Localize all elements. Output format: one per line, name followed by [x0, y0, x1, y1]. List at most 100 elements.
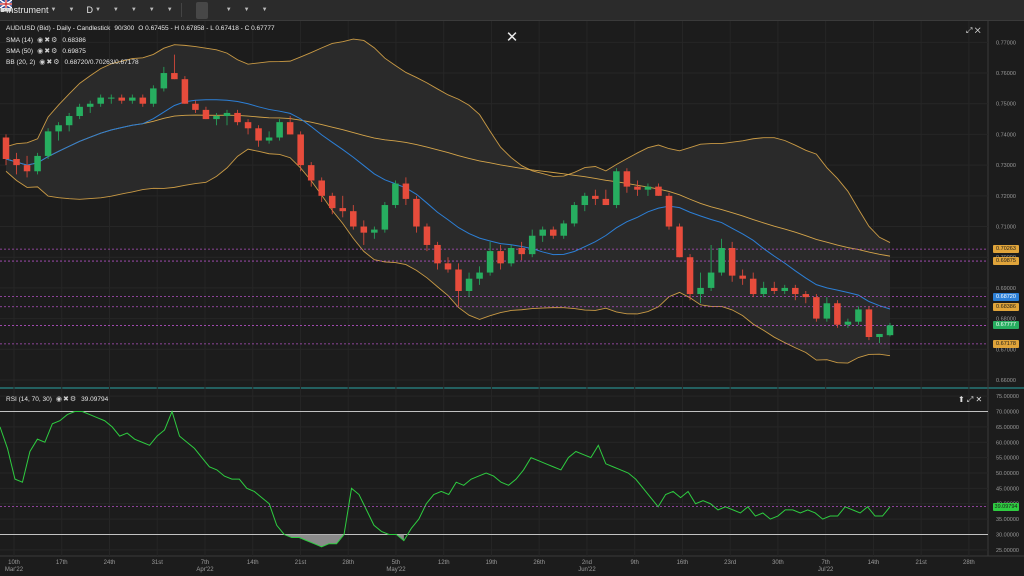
chevron-down-icon: ▼	[166, 7, 173, 13]
x-tick-label: 10th	[8, 560, 20, 566]
price-tag: 0.68720	[993, 292, 1019, 301]
bollinger-lower-line	[5, 148, 891, 364]
candle-body	[181, 79, 189, 104]
bars-count: 90/300	[114, 25, 135, 32]
share-button[interactable]: ▼	[1, 0, 238, 21]
candle-body	[813, 297, 820, 319]
instrument-label: Instrument	[6, 5, 49, 15]
candle-body	[686, 257, 694, 295]
candle-body	[676, 226, 683, 258]
candle-body	[518, 248, 525, 255]
rsi-tick-label: 55.00000	[996, 456, 1019, 462]
price-tick-label: 0.75000	[996, 102, 1016, 108]
rsi-line	[0, 410, 891, 548]
candle-body	[886, 325, 894, 336]
x-tick-label: 24th	[104, 560, 116, 566]
price-tick-label: 0.73000	[996, 163, 1016, 169]
delete-tool[interactable]: ▼	[1, 0, 179, 21]
price-tag: 0.67777	[993, 321, 1019, 330]
candle-body	[644, 186, 652, 190]
candle-body	[655, 186, 662, 196]
candle-body	[192, 103, 199, 110]
candle-body	[876, 333, 883, 338]
chevron-down-icon: ▼	[148, 7, 155, 13]
indicator-controls[interactable]: ◉✖⚙	[37, 48, 59, 55]
x-tick-label: 2nd	[582, 560, 592, 566]
indicator-value: 0.69875	[62, 47, 86, 55]
candle-body	[549, 229, 557, 236]
theme-button[interactable]: ▼	[1, 0, 256, 21]
indicator-tool[interactable]: ▼	[0, 0, 161, 21]
trend-line-tool[interactable]: ▼	[0, 0, 125, 21]
candle-body	[613, 171, 620, 206]
chevron-down-icon: ▼	[68, 7, 75, 13]
candle-body	[286, 122, 294, 135]
candle-body	[265, 137, 273, 141]
indicator-controls[interactable]: ◉✖⚙	[39, 59, 61, 66]
indicator-controls[interactable]: ◉✖⚙	[55, 396, 78, 403]
candle-body	[434, 244, 441, 264]
candle-body	[634, 186, 641, 190]
candle-body	[2, 137, 10, 159]
price-tick-label: 0.72000	[996, 194, 1016, 200]
candle-body	[76, 106, 83, 117]
price-tick-label: 0.71000	[996, 225, 1016, 231]
crosshair-button[interactable]	[1, 1, 208, 19]
rsi-current-tag: 39.09794	[993, 502, 1019, 511]
indicator-controls[interactable]: ◉✖⚙	[37, 37, 59, 44]
candle-body	[602, 198, 610, 206]
candle-body	[728, 248, 736, 276]
x-tick-label: 9th	[631, 560, 639, 566]
expand-icon[interactable]: ⤢ ✕	[966, 26, 981, 35]
price-tick-label: 0.67000	[996, 347, 1016, 353]
chevron-down-icon: ▼	[225, 7, 232, 13]
x-tick-sublabel: Apr'22	[196, 567, 214, 573]
candle-body	[802, 294, 810, 298]
price-tick-label: 0.68000	[996, 317, 1016, 323]
candle-body	[413, 198, 420, 227]
bar-chart-button[interactable]	[1, 0, 220, 21]
candle-body	[749, 278, 757, 295]
close-icon[interactable]: ✕	[505, 29, 519, 46]
candle-body	[107, 97, 115, 99]
indicator-legend-bb: BB (20, 2) ◉✖⚙ 0.68720/0.70263/0.67178	[6, 58, 139, 67]
x-tick-label: 23rd	[724, 560, 736, 566]
candle-body	[202, 109, 210, 120]
pencil-tool[interactable]: ▼	[0, 0, 143, 21]
main-legend-header: AUD/USD (Bid) - Daily - Candlestick 90/3…	[6, 25, 275, 32]
chevron-down-icon: ▼	[112, 7, 119, 13]
chevron-down-icon: ▼	[94, 7, 101, 13]
price-tag: 0.70263	[993, 245, 1019, 254]
panel-controls-icon[interactable]: ⬆ ⤢ ✕	[958, 395, 983, 404]
chart-type-selector[interactable]: ▼	[2, 0, 80, 21]
candle-body	[371, 229, 378, 233]
indicator-name: SMA (50)	[6, 47, 34, 55]
candle-body	[665, 195, 673, 227]
x-tick-label: 28th	[963, 560, 975, 566]
candle-body	[823, 303, 831, 319]
candle-body	[223, 112, 231, 117]
indicator-value: 0.68386	[62, 36, 86, 44]
instrument-title: AUD/USD (Bid) - Daily - Candlestick	[6, 25, 111, 32]
candle-body	[392, 183, 399, 206]
candle-body	[339, 208, 347, 212]
candle-body	[770, 287, 778, 291]
candle-body	[528, 235, 536, 255]
rsi-tick-label: 25.00000	[996, 548, 1019, 554]
x-tick-label: 31st	[152, 560, 164, 566]
x-tick-label: 21st	[915, 560, 927, 566]
timeframe-selector[interactable]: D ▼	[80, 0, 106, 21]
candle-body	[486, 251, 494, 273]
price-tick-label: 0.69000	[996, 286, 1016, 292]
layout-button[interactable]	[0, 0, 196, 21]
candle-body	[581, 195, 589, 206]
candle-body	[318, 180, 325, 196]
instrument-selector[interactable]: Instrument ▼	[0, 0, 62, 21]
x-tick-label: 14th	[868, 560, 880, 566]
language-selector[interactable]: ▼	[0, 0, 274, 21]
x-tick-label: 14th	[247, 560, 259, 566]
candle-body	[865, 309, 873, 338]
chart-area[interactable]: 10th Mar'22 17th 24th 31st 7th Apr'22 14th 21st 2…	[0, 21, 1024, 576]
x-tick-sublabel: May'22	[386, 567, 406, 573]
